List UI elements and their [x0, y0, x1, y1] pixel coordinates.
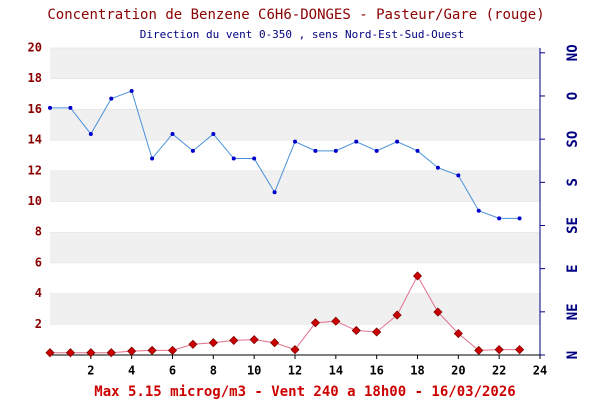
- chart-title: Concentration de Benzene C6H6-DONGES - P…: [47, 7, 544, 23]
- y-tick-label: 16: [28, 102, 42, 116]
- point: [86, 348, 96, 358]
- x-tick-label: 16: [369, 364, 383, 378]
- point: [88, 131, 93, 136]
- series-line: [50, 90, 520, 219]
- point: [290, 345, 300, 355]
- point: [272, 190, 277, 195]
- point: [412, 271, 423, 281]
- point: [453, 328, 463, 339]
- x-tick-label: 18: [410, 364, 424, 378]
- point: [188, 339, 198, 349]
- point: [354, 139, 359, 144]
- point: [150, 156, 155, 161]
- x-tick-label: 6: [169, 364, 176, 378]
- grid-band: [50, 293, 540, 325]
- point: [190, 148, 195, 153]
- y-tick-label: 6: [35, 255, 42, 269]
- point: [45, 348, 55, 358]
- point: [433, 307, 443, 317]
- y-tick-label: 20: [28, 41, 42, 55]
- point: [211, 131, 216, 136]
- point: [249, 335, 259, 345]
- x-tick-label: 22: [492, 364, 506, 378]
- y-tick-label: 18: [28, 71, 42, 85]
- point: [68, 105, 73, 110]
- y2-tick-label: NO: [565, 44, 581, 61]
- y2-tick-label: SE: [565, 217, 581, 234]
- bands: [50, 48, 540, 325]
- chart-subtitle: Direction du vent 0-350 , sens Nord-Est-…: [140, 28, 465, 41]
- point: [310, 318, 320, 328]
- point: [208, 338, 218, 348]
- point: [372, 327, 382, 337]
- y-tick-label: 12: [28, 163, 42, 177]
- y2-tick-label: O: [565, 92, 581, 100]
- point: [293, 139, 297, 144]
- x-tick-label: 8: [210, 364, 217, 378]
- y-tick-label: 14: [28, 133, 42, 147]
- point: [395, 139, 400, 144]
- point: [515, 345, 525, 355]
- point: [351, 325, 361, 336]
- point: [129, 88, 134, 93]
- point: [147, 345, 157, 355]
- x-tick-label: 4: [128, 364, 135, 378]
- point: [127, 346, 137, 356]
- point: [252, 156, 257, 161]
- point: [476, 208, 481, 213]
- y2-tick-label: NE: [565, 303, 581, 320]
- point: [331, 316, 341, 326]
- y2-tick-label: S: [565, 178, 581, 186]
- point: [333, 148, 338, 153]
- grid-band: [50, 170, 540, 202]
- x-tick-label: 10: [247, 364, 261, 378]
- y2-tick-label: N: [565, 351, 581, 359]
- y-tick-label: 8: [35, 225, 42, 239]
- point: [497, 216, 502, 221]
- point: [270, 338, 280, 348]
- y-tick-label: 4: [35, 286, 42, 300]
- grid-band: [50, 109, 540, 141]
- point: [456, 173, 461, 178]
- point: [170, 131, 175, 136]
- x-tick-label: 2: [87, 364, 94, 378]
- grid-band: [50, 48, 540, 79]
- y2-tick-label: SO: [565, 131, 581, 148]
- point: [106, 348, 116, 358]
- point: [415, 148, 420, 153]
- point: [435, 165, 440, 170]
- y-tick-label: 10: [28, 194, 42, 208]
- y2-tick-label: E: [565, 264, 581, 272]
- point: [517, 216, 522, 221]
- x-tick-label: 20: [451, 364, 465, 378]
- point: [231, 156, 236, 161]
- point: [494, 345, 504, 355]
- point: [313, 148, 318, 153]
- y-tick-label: 2: [35, 317, 42, 331]
- point: [374, 148, 379, 153]
- point: [48, 105, 52, 110]
- point: [65, 348, 75, 358]
- point: [229, 335, 239, 345]
- x-tick-label: 24: [533, 364, 547, 378]
- point: [474, 345, 484, 355]
- point: [109, 96, 114, 101]
- x-tick-label: 12: [288, 364, 302, 378]
- point: [392, 310, 402, 320]
- chart-footer: Max 5.15 microg/m3 - Vent 240 a 18h00 - …: [94, 384, 515, 400]
- x-tick-label: 14: [329, 364, 343, 378]
- grid-band: [50, 232, 540, 263]
- point: [167, 345, 178, 355]
